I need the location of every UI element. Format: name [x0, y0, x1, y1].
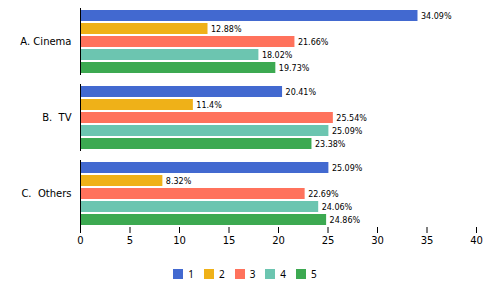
svg-text:12.88%: 12.88% — [211, 25, 242, 34]
html-text:2: 2 — [218, 266, 225, 281]
svg-text:24.06%: 24.06% — [322, 203, 353, 212]
svg-text:0: 0 — [77, 235, 83, 246]
svg-text:22.69%: 22.69% — [308, 190, 339, 199]
html-text:5: 5 — [311, 266, 317, 281]
html-text:1: 1 — [188, 266, 194, 281]
svg-text:B. TV: B. TV — [42, 112, 72, 123]
svg-text:15: 15 — [223, 235, 236, 246]
svg-text:11.4%: 11.4% — [196, 101, 222, 110]
svg-text:25.09%: 25.09% — [332, 164, 363, 173]
svg-text:C. Others: C. Others — [21, 188, 71, 199]
html-text:4: 4 — [280, 266, 287, 281]
svg-text:30: 30 — [371, 235, 384, 246]
svg-text:24.86%: 24.86% — [330, 216, 361, 225]
svg-text:8.32%: 8.32% — [166, 177, 192, 186]
svg-text:35: 35 — [421, 235, 434, 246]
svg-text:10: 10 — [173, 235, 186, 246]
svg-text:25.54%: 25.54% — [336, 114, 367, 123]
svg-text:A. Cinema: A. Cinema — [20, 36, 71, 47]
svg-text:20: 20 — [272, 235, 285, 246]
svg-text:40: 40 — [470, 235, 483, 246]
svg-text:25: 25 — [322, 235, 335, 246]
svg-text:23.38%: 23.38% — [315, 140, 346, 149]
svg-text:19.73%: 19.73% — [279, 64, 310, 73]
svg-text:25.09%: 25.09% — [332, 127, 363, 136]
svg-text:34.09%: 34.09% — [421, 12, 452, 21]
svg-text:20.41%: 20.41% — [286, 88, 317, 97]
svg-text:5: 5 — [127, 235, 133, 246]
svg-text:21.66%: 21.66% — [298, 38, 329, 47]
svg-text:18.02%: 18.02% — [262, 51, 293, 60]
html-text:3: 3 — [249, 266, 256, 281]
